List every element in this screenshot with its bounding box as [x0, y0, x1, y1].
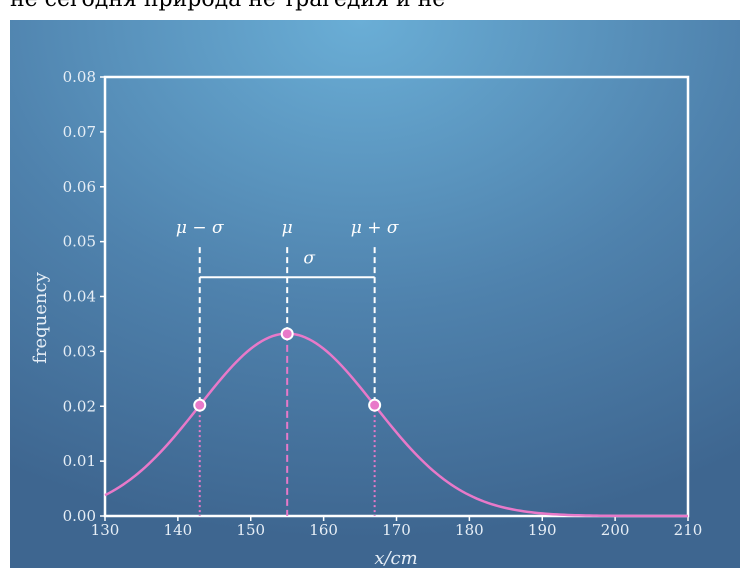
y-tick-label: 0.00: [63, 507, 96, 525]
y-tick-label: 0.07: [63, 123, 96, 141]
y-tick-label: 0.08: [63, 68, 96, 86]
x-tick-label: 200: [601, 521, 630, 539]
sigma-bracket-label: σ: [303, 248, 315, 268]
x-tick-label: 150: [236, 521, 265, 539]
x-tick-label: 160: [309, 521, 338, 539]
marker-label: μ + σ: [351, 218, 399, 238]
curve-point: [193, 398, 207, 412]
curve-point: [280, 327, 294, 341]
x-axis-label: x/cm: [374, 548, 417, 568]
x-tick-label: 210: [674, 521, 703, 539]
y-tick-label: 0.04: [63, 288, 96, 306]
x-tick-label: 180: [455, 521, 484, 539]
y-axis-label: frequency: [30, 271, 51, 363]
y-tick-label: 0.02: [63, 397, 96, 415]
y-tick-label: 0.01: [63, 452, 96, 470]
x-tick-label: 190: [528, 521, 557, 539]
curve-point: [368, 398, 382, 412]
x-tick-label: 130: [91, 521, 120, 539]
x-tick-label: 170: [382, 521, 411, 539]
marker-label: μ: [282, 218, 293, 238]
header-text-fragment: не сегодня природа не трагедия и не: [10, 0, 445, 12]
header-text-strip: не сегодня природа не трагедия и не: [0, 0, 751, 22]
x-tick-label: 140: [164, 521, 193, 539]
chart-svg: 130 140 150 160 170 180 190 200 210 0.00 0.01 0.02 0…: [10, 20, 740, 568]
y-tick-label: 0.05: [63, 233, 96, 251]
marker-label: μ − σ: [176, 218, 224, 238]
normal-distribution-chart: 130 140 150 160 170 180 190 200 210 0.00 0.01 0.02 0…: [10, 20, 740, 568]
y-tick-label: 0.03: [63, 342, 96, 360]
y-tick-label: 0.06: [63, 178, 96, 196]
